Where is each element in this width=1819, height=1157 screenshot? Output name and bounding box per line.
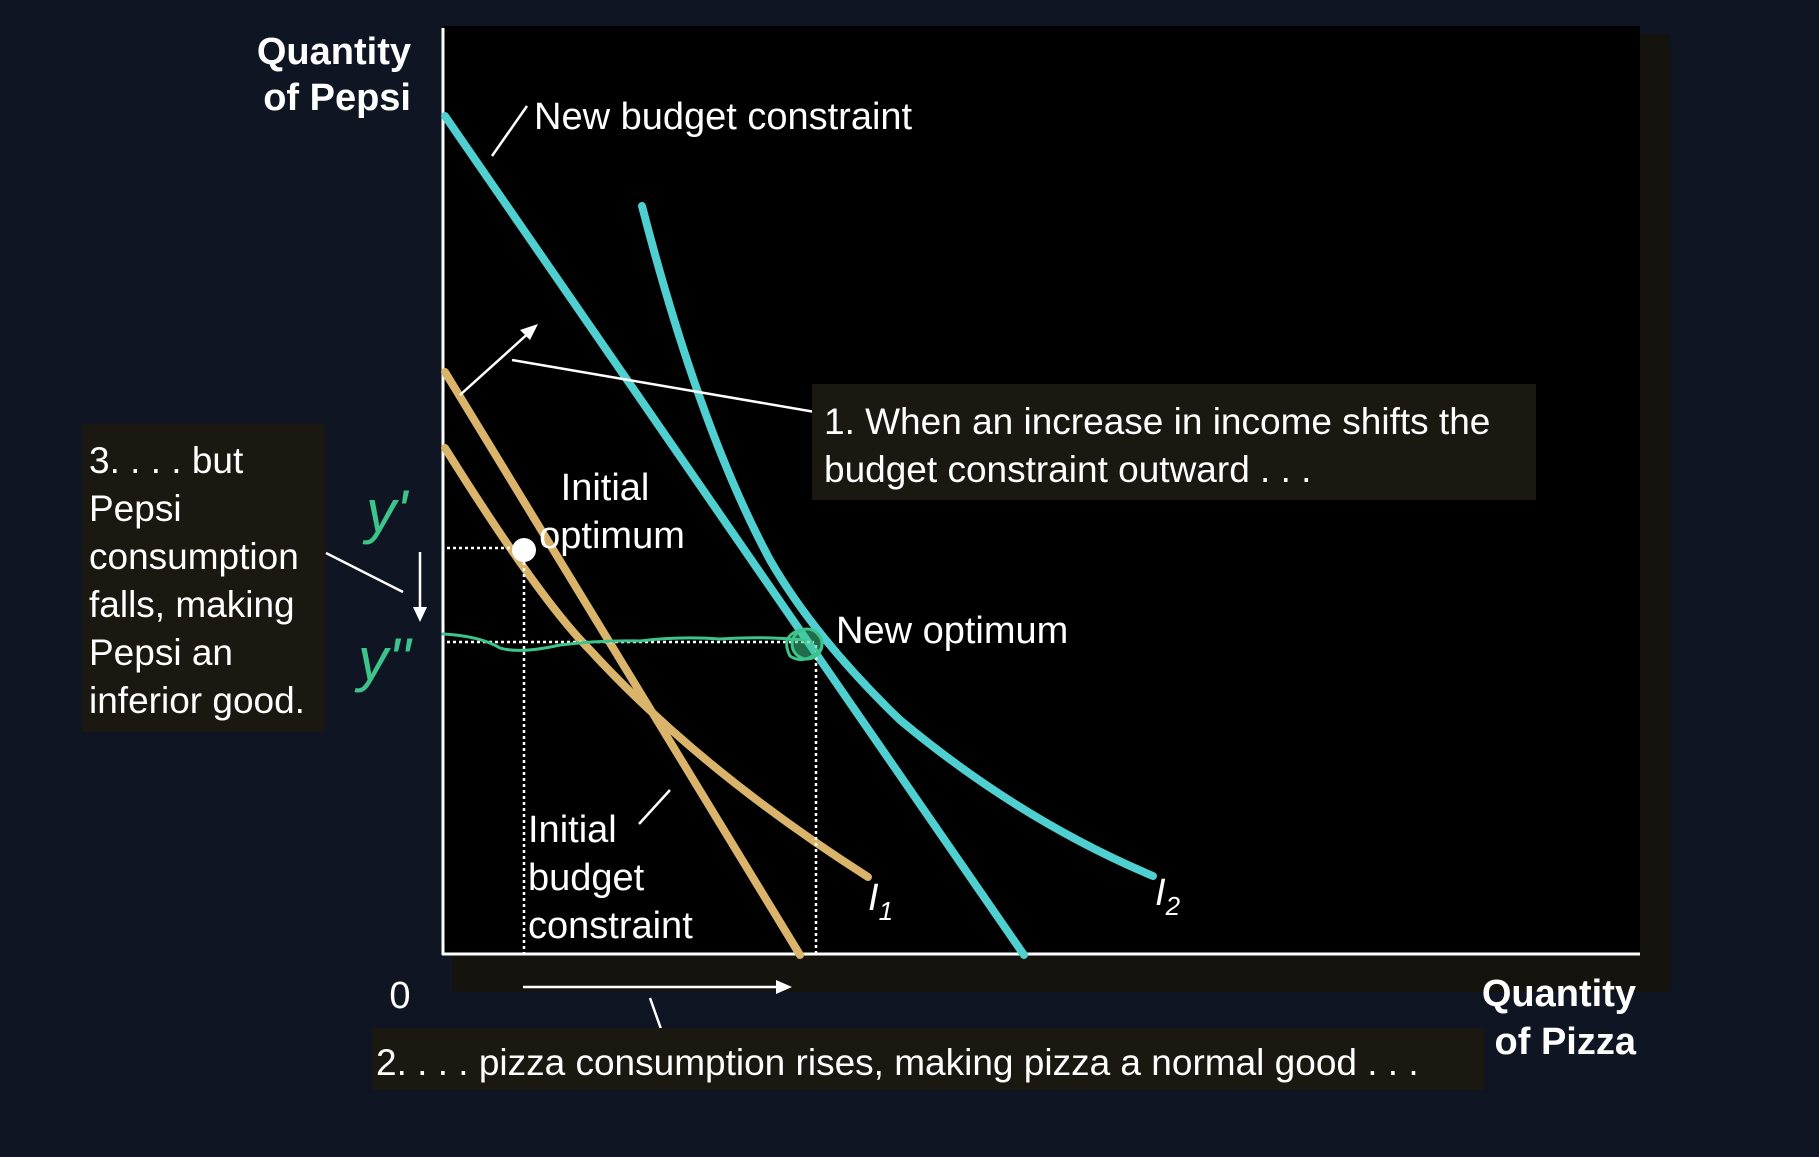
indifference-curve-i1: [441, 444, 872, 881]
new-optimum-label: New optimum: [836, 610, 1068, 652]
note2-text: 2. . . . pizza consumption rises, making…: [376, 1042, 1419, 1083]
note1-line1: 1. When an increase in income shifts the: [824, 401, 1490, 442]
i1-label: I1: [868, 877, 893, 926]
initial-optimum-label-line1: Initial: [561, 467, 650, 509]
note3-line3: consumption: [89, 536, 299, 577]
note3-line4: falls, making: [89, 584, 295, 625]
handwritten-y2-line: [441, 632, 807, 652]
note3-line6: inferior good.: [89, 680, 305, 721]
initial-budget-label-line3: constraint: [528, 905, 693, 947]
pizza-rise-arrow-head: [776, 980, 792, 994]
note3-line5: Pepsi an: [89, 632, 233, 673]
new-budget-label: New budget constraint: [534, 96, 913, 138]
note2-box: [372, 1028, 1484, 1090]
note3-line1: 3. . . . but: [89, 440, 244, 481]
handwritten-y1: y': [362, 478, 410, 545]
y-axis-label-line1: Quantity: [257, 31, 411, 73]
x-axis-label-line1: Quantity: [1482, 973, 1636, 1015]
note1-box: [812, 384, 1536, 500]
i2-label: I2: [1155, 872, 1181, 921]
note1-pointer: [511, 358, 816, 414]
new-budget-line: [441, 112, 1028, 959]
pepsi-down-arrow-head: [413, 607, 427, 622]
new-budget-pointer: [490, 105, 529, 157]
x-axis-label-line2: of Pizza: [1495, 1021, 1637, 1063]
shift-arrow-head: [520, 324, 538, 340]
note3-line2: Pepsi: [89, 488, 182, 529]
y-axis-label-line2: of Pepsi: [263, 77, 411, 119]
note3-box: [82, 424, 325, 732]
initial-optimum-point: [512, 538, 536, 562]
initial-budget-pointer: [638, 789, 671, 825]
initial-budget-label-line2: budget: [528, 857, 645, 899]
indifference-curve-i2: [638, 202, 1157, 880]
note2-pointer: [648, 997, 663, 1030]
handwritten-y2: y'': [354, 626, 413, 693]
shift-arrow-line: [459, 329, 533, 396]
initial-optimum-label-line2: optimum: [539, 515, 685, 557]
new-optimum-scribble: [785, 628, 824, 662]
initial-budget-line: [441, 368, 804, 959]
initial-budget-label-line1: Initial: [528, 809, 617, 851]
note1-line2: budget constraint outward . . .: [824, 449, 1311, 490]
new-optimum-circle: [790, 627, 824, 661]
origin-label: 0: [389, 975, 410, 1017]
note3-pointer: [325, 551, 404, 594]
